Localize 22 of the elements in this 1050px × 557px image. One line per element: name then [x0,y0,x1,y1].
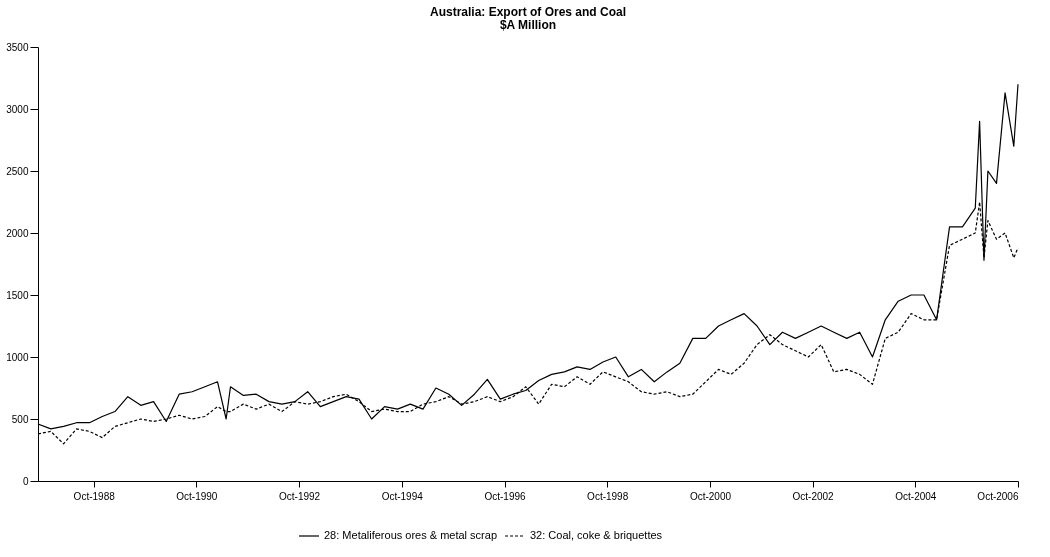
y-tick-label: 1500 [6,289,29,301]
chart-title: Australia: Export of Ores and Coal [429,5,627,19]
y-tick-label: 3500 [6,41,29,53]
x-tick-label: Oct-1990 [176,490,218,502]
y-tick-label: 2500 [6,165,29,177]
y-tick-label: 500 [11,413,29,425]
legend-label: 28: Metaliferous ores & metal scrap [324,529,498,541]
x-tick-label: Oct-1994 [381,490,424,502]
legend-label: 32: Coal, coke & briquettes [530,529,663,541]
y-tick-label: 2000 [6,227,29,239]
y-tick-label: 3000 [6,103,29,115]
x-tick-label: Oct-1988 [73,490,116,502]
x-tick-label: Oct-1998 [587,490,629,502]
x-tick-label: Oct-1992 [279,490,321,502]
x-tick-label: Oct-2002 [792,490,835,502]
x-tick-label: Oct-2004 [895,490,937,502]
y-tick-label: 1000 [6,351,29,363]
chart-subtitle: $A Million [499,18,557,32]
x-tick-label: Oct-2006 [977,490,1019,502]
y-tick-label: 0 [22,475,29,487]
x-tick-label: Oct-2000 [689,490,732,502]
x-tick-label: Oct-1996 [484,490,527,502]
